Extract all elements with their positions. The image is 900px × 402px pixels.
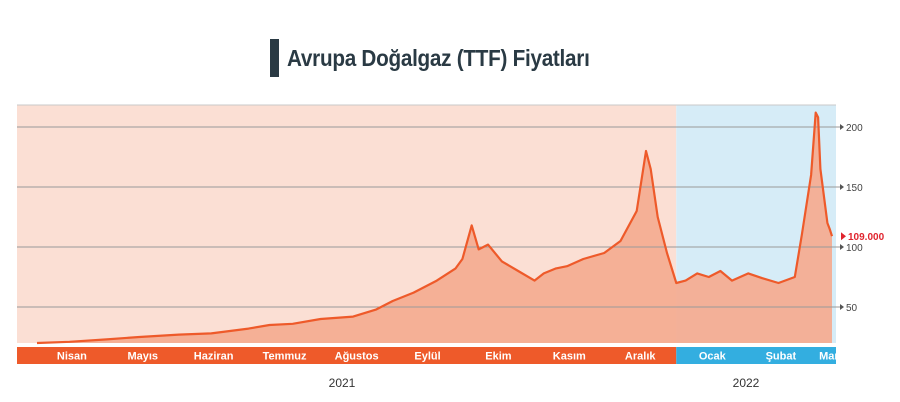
title-accent-bar bbox=[270, 39, 279, 77]
current-value-label: 109.000 bbox=[848, 232, 885, 243]
month-label-3: Temmuz bbox=[263, 351, 307, 363]
month-label-10: Şubat bbox=[766, 351, 797, 363]
y-tick-label-50: 50 bbox=[846, 303, 858, 314]
month-label-11: Mart bbox=[819, 351, 843, 363]
month-label-8: Aralık bbox=[625, 351, 656, 363]
y-tick-marker-100 bbox=[840, 244, 844, 250]
month-label-1: Mayıs bbox=[127, 351, 158, 363]
month-bar-2021 bbox=[17, 347, 677, 364]
month-label-7: Kasım bbox=[553, 351, 586, 363]
current-value-marker bbox=[841, 232, 846, 241]
month-label-9: Ocak bbox=[699, 351, 727, 363]
chart-title-text: Avrupa Doğalgaz (TTF) Fiyatları bbox=[287, 44, 590, 71]
y-tick-label-100: 100 bbox=[846, 243, 863, 254]
year-label-2021: 2021 bbox=[329, 376, 356, 390]
month-bar-2022 bbox=[676, 347, 836, 364]
y-tick-label-200: 200 bbox=[846, 123, 863, 134]
y-tick-label-150: 150 bbox=[846, 183, 863, 194]
price-area bbox=[37, 112, 832, 343]
month-label-4: Ağustos bbox=[335, 351, 379, 363]
month-label-0: Nisan bbox=[57, 351, 87, 363]
month-label-2: Haziran bbox=[194, 351, 234, 363]
y-tick-marker-50 bbox=[840, 304, 844, 310]
y-tick-marker-200 bbox=[840, 124, 844, 130]
month-label-6: Ekim bbox=[485, 351, 512, 363]
month-label-5: Eylül bbox=[414, 351, 440, 363]
chart-title: Avrupa Doğalgaz (TTF) Fiyatları bbox=[270, 38, 623, 78]
year-label-2022: 2022 bbox=[733, 376, 760, 390]
y-tick-marker-150 bbox=[840, 184, 844, 190]
price-line bbox=[36, 111, 834, 345]
